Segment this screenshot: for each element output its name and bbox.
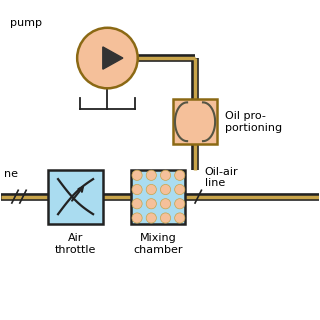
Text: Mixing
chamber: Mixing chamber (134, 233, 183, 255)
Circle shape (175, 199, 185, 209)
Text: Oil pro-
portioning: Oil pro- portioning (225, 111, 283, 132)
Circle shape (160, 199, 171, 209)
Circle shape (132, 213, 142, 223)
Circle shape (175, 213, 185, 223)
Circle shape (146, 213, 156, 223)
Circle shape (132, 184, 142, 195)
Circle shape (160, 184, 171, 195)
Bar (49, 170, 103, 224)
Circle shape (77, 28, 138, 88)
Text: ne: ne (4, 169, 18, 179)
Circle shape (132, 170, 142, 180)
Text: pump: pump (10, 18, 42, 28)
Circle shape (160, 170, 171, 180)
Text: Oil-air
line: Oil-air line (204, 167, 238, 188)
Text: Air
throttle: Air throttle (55, 233, 96, 255)
Circle shape (175, 170, 185, 180)
Circle shape (160, 213, 171, 223)
Polygon shape (103, 47, 123, 69)
Circle shape (175, 184, 185, 195)
Circle shape (146, 170, 156, 180)
Circle shape (146, 199, 156, 209)
Bar (131, 170, 186, 224)
Circle shape (132, 199, 142, 209)
Bar (173, 100, 217, 144)
Circle shape (146, 184, 156, 195)
